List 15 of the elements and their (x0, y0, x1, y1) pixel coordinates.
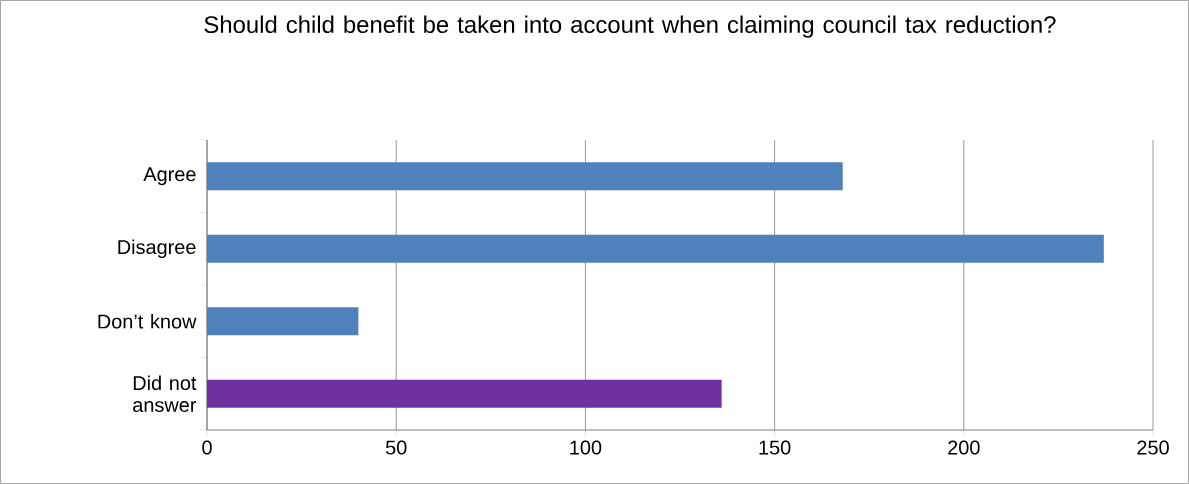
x-tick-label: 0 (202, 440, 212, 455)
y-tick-label: Don’t know (98, 313, 197, 329)
x-tick-label: 100 (570, 440, 602, 455)
bar (207, 162, 843, 191)
bar (207, 307, 359, 336)
x-tick-label: 200 (948, 440, 980, 455)
x-tick-label: 150 (759, 440, 791, 455)
y-tick-label: Agree (143, 167, 196, 186)
y-tick-label: Did not answer (133, 375, 197, 413)
x-tick-label: 250 (1137, 440, 1169, 455)
y-tick-label: Disagree (118, 239, 196, 259)
chart-title: Should child benefit be taken into account when claiming council tax reduction? (204, 15, 1056, 38)
x-tick-label: 50 (385, 440, 407, 455)
bar (207, 379, 722, 408)
bar (207, 234, 1104, 263)
